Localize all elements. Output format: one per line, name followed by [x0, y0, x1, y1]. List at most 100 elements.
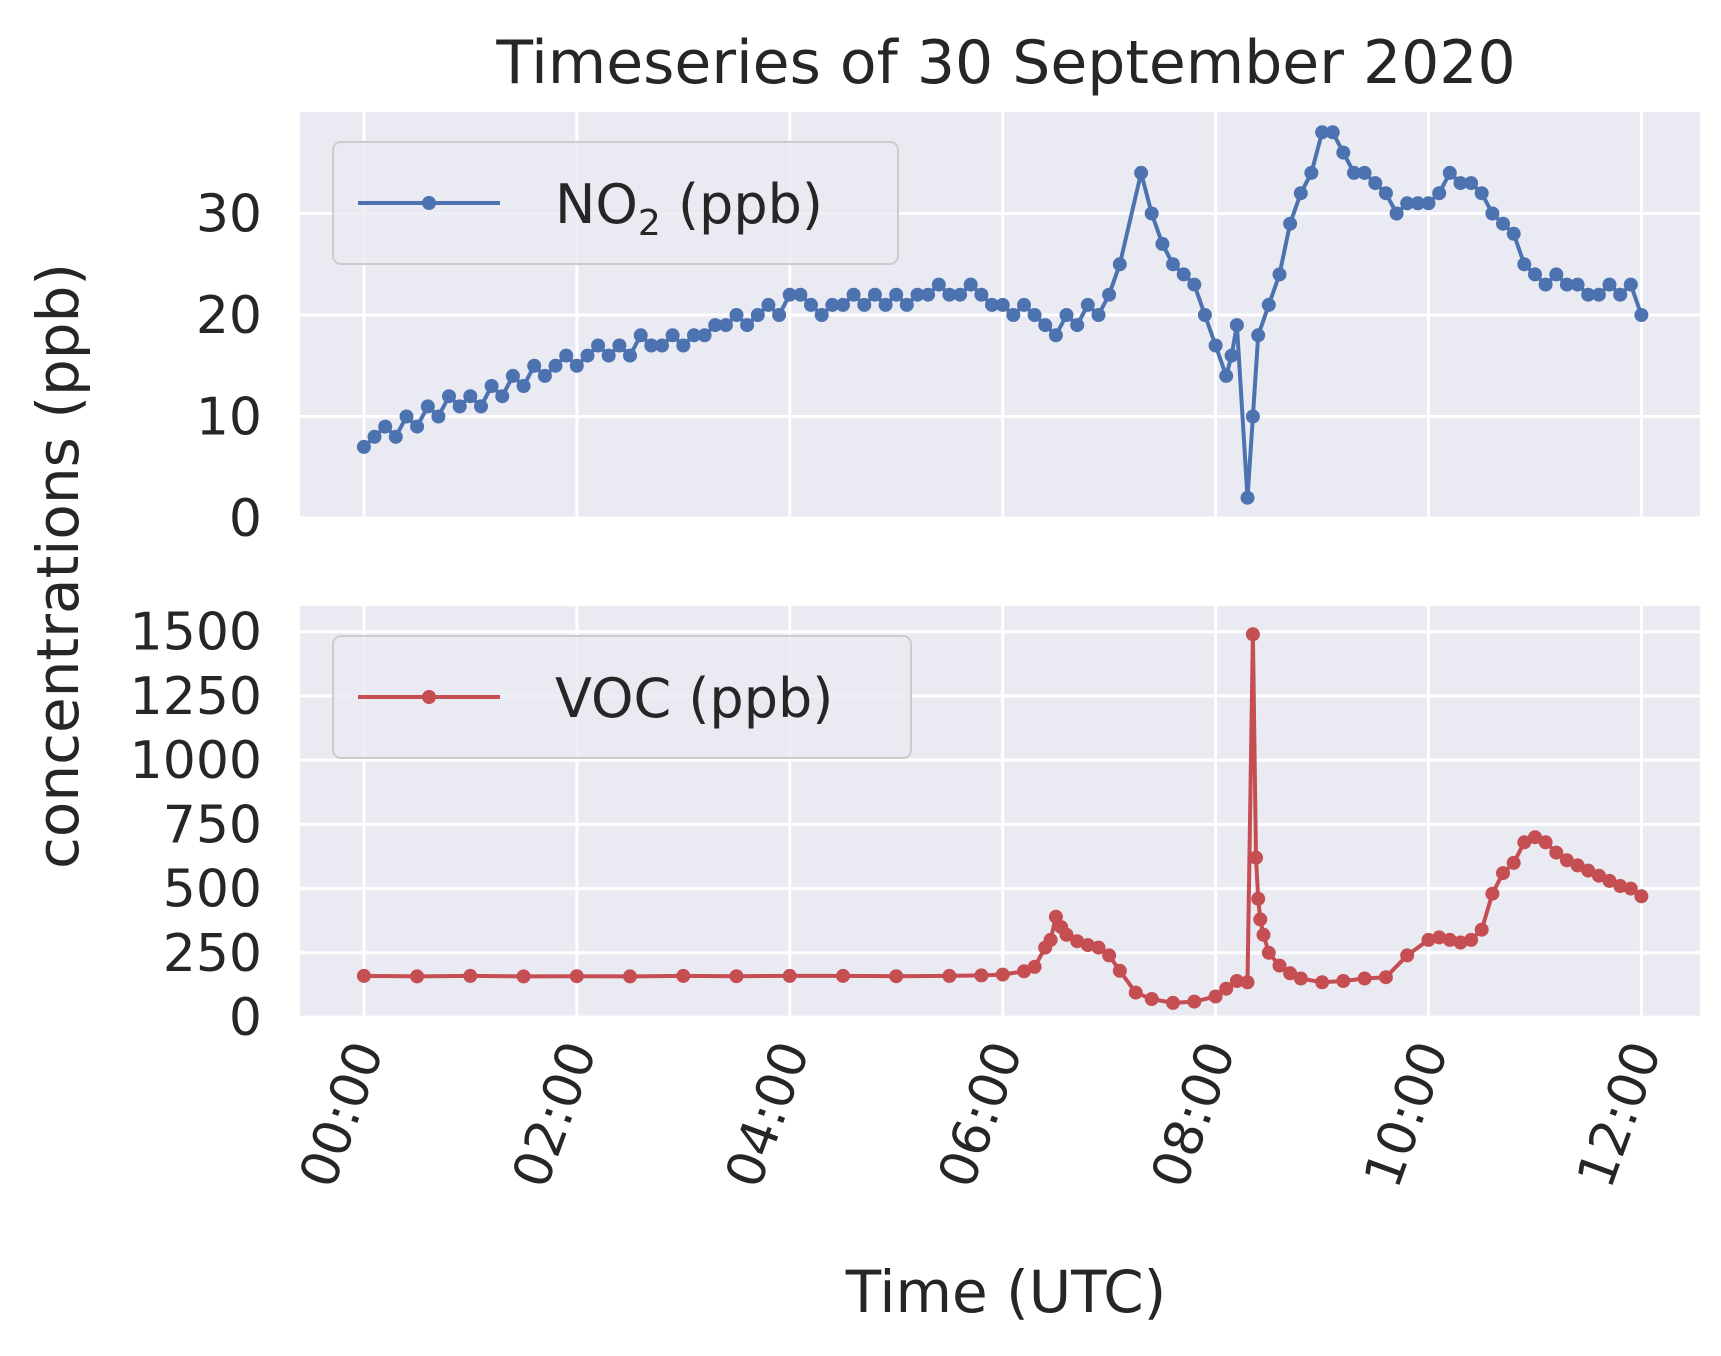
no2-data-point [633, 328, 648, 343]
no2-data-point [1591, 287, 1606, 302]
voc-data-point [1208, 989, 1223, 1004]
voc-legend-marker [422, 690, 436, 704]
voc-data-point [1144, 992, 1159, 1006]
no2-data-point [484, 379, 499, 393]
x-tick-label: 12:00 [1566, 1034, 1674, 1195]
voc-y-tick-label: 750 [163, 795, 262, 855]
no2-y-tick-label: 0 [229, 489, 262, 549]
voc-data-point [1570, 858, 1585, 873]
no2-data-point [836, 297, 850, 312]
voc-data-point [1464, 932, 1479, 947]
no2-data-point [740, 318, 755, 333]
no2-data-point [1240, 490, 1255, 505]
voc-data-point [1091, 940, 1106, 955]
no2-legend-frame [332, 141, 899, 265]
no2-panel: 0 10 20 30 NO2 (ppb) [196, 112, 1700, 549]
no2-data-point [474, 399, 488, 414]
voc-y-tick-label: 250 [163, 924, 262, 984]
voc-data-point [1400, 948, 1415, 963]
voc-data-point [1017, 964, 1031, 979]
no2-data-point [814, 308, 829, 322]
no2-data-point [388, 429, 403, 444]
voc-y-tick-label: 1250 [130, 667, 262, 727]
chart-title: Timeseries of 30 September 2020 [495, 28, 1515, 98]
voc-data-point [1559, 853, 1574, 868]
no2-data-point [1245, 409, 1260, 424]
voc-data-point [1027, 959, 1042, 974]
no2-data-point [442, 389, 456, 404]
no2-data-point [985, 297, 999, 312]
voc-data-point [1043, 932, 1058, 947]
no2-data-point [1325, 125, 1340, 140]
voc-data-point [1128, 985, 1143, 1000]
voc-data-point [623, 969, 637, 984]
voc-data-point [1474, 922, 1489, 937]
no2-data-point [655, 338, 669, 353]
no2-data-point [953, 287, 968, 302]
no2-data-point [1570, 277, 1585, 292]
voc-data-point [1249, 850, 1263, 865]
x-tick-label: 02:00 [501, 1034, 609, 1195]
no2-data-point [378, 419, 393, 434]
voc-data-point [729, 969, 744, 984]
voc-data-point [1432, 930, 1447, 945]
no2-data-point [1091, 308, 1106, 322]
voc-data-point [1357, 971, 1372, 986]
no2-data-point [899, 297, 914, 312]
no2-data-point [665, 328, 680, 343]
no2-data-point [548, 358, 563, 373]
no2-data-point [1229, 318, 1244, 333]
no2-data-point [1144, 206, 1159, 221]
voc-data-point [1187, 994, 1202, 1009]
no2-data-point [1559, 277, 1574, 292]
no2-data-point [505, 368, 520, 383]
no2-data-point [431, 409, 446, 424]
voc-data-point [889, 969, 904, 984]
voc-data-point [836, 968, 850, 983]
no2-data-point [1038, 318, 1053, 333]
no2-data-point [1027, 308, 1042, 322]
no2-data-point [1155, 236, 1170, 251]
no2-data-point [963, 277, 978, 292]
no2-data-point [1432, 186, 1447, 201]
no2-data-point [1623, 277, 1638, 292]
no2-y-tick-label: 10 [196, 388, 262, 448]
no2-data-point [1070, 318, 1085, 333]
no2-data-point [1602, 277, 1617, 292]
no2-data-point [1134, 165, 1149, 180]
x-axis-ticks: 00:00 02:00 04:00 06:00 08:00 10:00 12:00 [288, 1034, 1673, 1195]
voc-data-point [1517, 835, 1532, 850]
no2-data-point [1517, 257, 1532, 272]
voc-data-point [1256, 927, 1271, 942]
voc-data-point [1421, 932, 1436, 947]
voc-data-point [1245, 627, 1260, 642]
no2-data-point [921, 287, 936, 302]
no2-data-point [1453, 176, 1468, 191]
no2-data-point [1485, 206, 1500, 221]
voc-data-point [1538, 835, 1553, 850]
no2-legend-label-main: NO [555, 173, 638, 236]
no2-y-tick-label: 20 [196, 286, 262, 346]
no2-data-point [1102, 287, 1117, 302]
no2-data-point [857, 297, 872, 312]
voc-data-point [516, 969, 531, 984]
no2-data-point [867, 287, 882, 302]
no2-data-point [878, 297, 893, 312]
voc-data-point [356, 968, 371, 983]
no2-data-point [1293, 186, 1308, 201]
voc-data-point [1219, 981, 1234, 996]
no2-data-point [367, 429, 382, 444]
voc-y-tick-label: 0 [229, 988, 262, 1048]
no2-data-point [516, 379, 531, 393]
voc-data-point [1251, 891, 1266, 906]
voc-data-point [1549, 845, 1564, 860]
voc-data-point [1442, 932, 1457, 947]
no2-data-point [495, 389, 510, 404]
no2-data-point [942, 287, 957, 302]
no2-data-point [1304, 165, 1319, 180]
voc-data-point [1581, 863, 1596, 878]
voc-data-point [1634, 889, 1649, 904]
x-tick-label: 10:00 [1353, 1034, 1461, 1195]
